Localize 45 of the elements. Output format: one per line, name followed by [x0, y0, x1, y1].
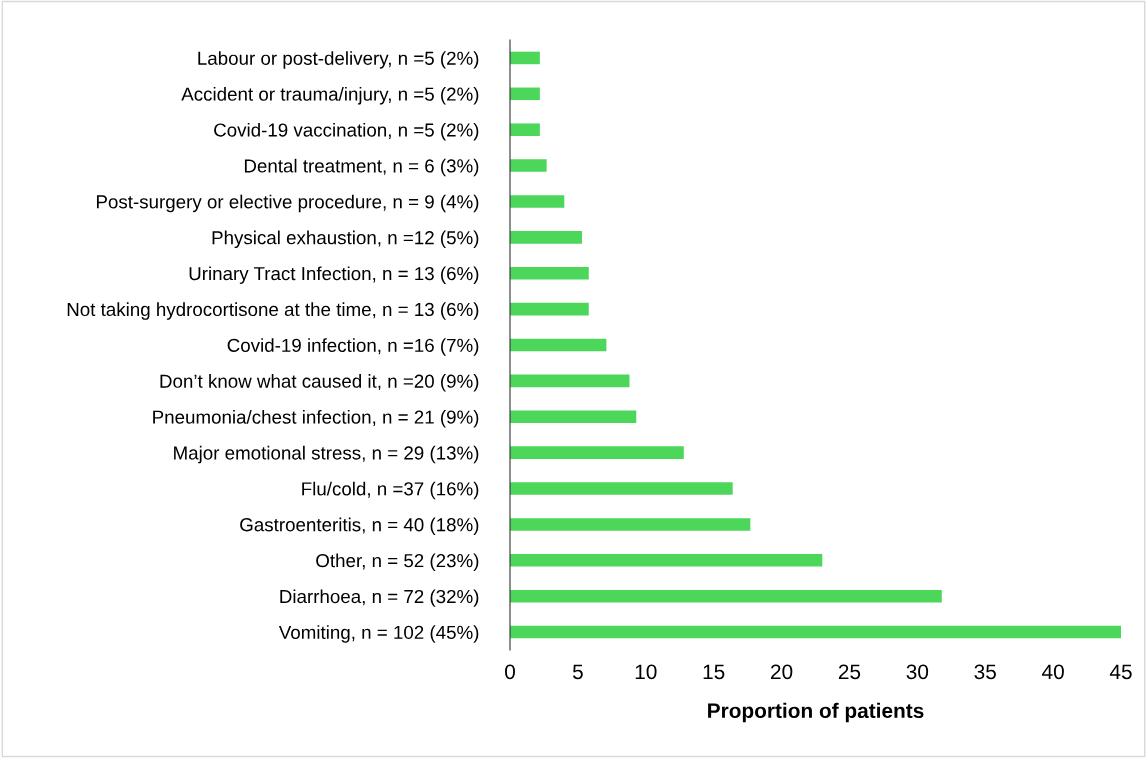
x-tick-label: 35 [974, 664, 996, 680]
y-tick-label: Flu/cold, n =37 (16%) [302, 481, 479, 500]
x-tick-label: 15 [703, 664, 725, 680]
bar [510, 302, 589, 316]
bar [510, 231, 582, 244]
y-tick-label: Other, n = 52 (23%) [316, 553, 479, 571]
y-tick-label: Covid-19 vaccination, n =5 (2%) [214, 122, 479, 141]
x-axis-title: Proportion of patients [708, 702, 924, 723]
bar [510, 51, 540, 65]
y-tick-label: Diarrhoea, n = 72 (32%) [280, 589, 479, 607]
y-tick-label: Post-surgery or elective procedure, n = 9 (4%) [96, 194, 479, 213]
bar [510, 87, 540, 101]
x-tick-label: 20 [771, 664, 793, 680]
y-tick-label: Dental treatment, n = 6 (3%) [244, 158, 479, 177]
y-tick-label: Pneumonia/chest infection, n = 21 (9%) [153, 409, 479, 428]
y-tick-label: Vomiting, n = 102 (45%) [278, 625, 479, 643]
y-tick-label: Physical exhaustion, n =12 (5%) [212, 230, 479, 249]
bar [510, 374, 630, 388]
bar [510, 554, 823, 567]
x-tick-label: 30 [906, 664, 929, 680]
y-tick-label: Major emotional stress, n = 29 (13%) [174, 445, 479, 464]
bar [510, 589, 942, 603]
y-tick-label: Covid-19 infection, n =16 (7%) [227, 338, 479, 356]
bar [510, 159, 547, 172]
y-tick-label: Labour or post-delivery, n =5 (2%) [198, 51, 479, 69]
y-tick-label: Don’t know what caused it, n =20 (9%) [160, 374, 479, 392]
x-tick-label: 45 [1109, 664, 1132, 680]
bar [510, 338, 607, 352]
x-tick-label: 10 [635, 664, 657, 680]
y-tick-label: Accident or trauma/injury, n =5 (2%) [181, 87, 479, 105]
bar [510, 625, 1121, 639]
x-tick-label: 40 [1042, 664, 1064, 680]
y-tick-label: Not taking hydrocortisone at the time, n = 13 (6%) [67, 302, 479, 320]
bar [510, 482, 733, 495]
x-tick-label: 0 [505, 664, 515, 680]
bar [510, 518, 751, 531]
bar [510, 195, 565, 208]
bar [510, 410, 637, 424]
x-tick-label: 25 [838, 664, 861, 680]
bar [510, 446, 684, 459]
y-tick-label: Urinary Tract Infection, n = 13 (6%) [189, 266, 479, 284]
x-tick-label: 5 [572, 664, 583, 680]
y-tick-label: Gastroenteritis, n = 40 (18%) [240, 517, 479, 536]
bar [510, 266, 589, 280]
bar [510, 123, 540, 136]
